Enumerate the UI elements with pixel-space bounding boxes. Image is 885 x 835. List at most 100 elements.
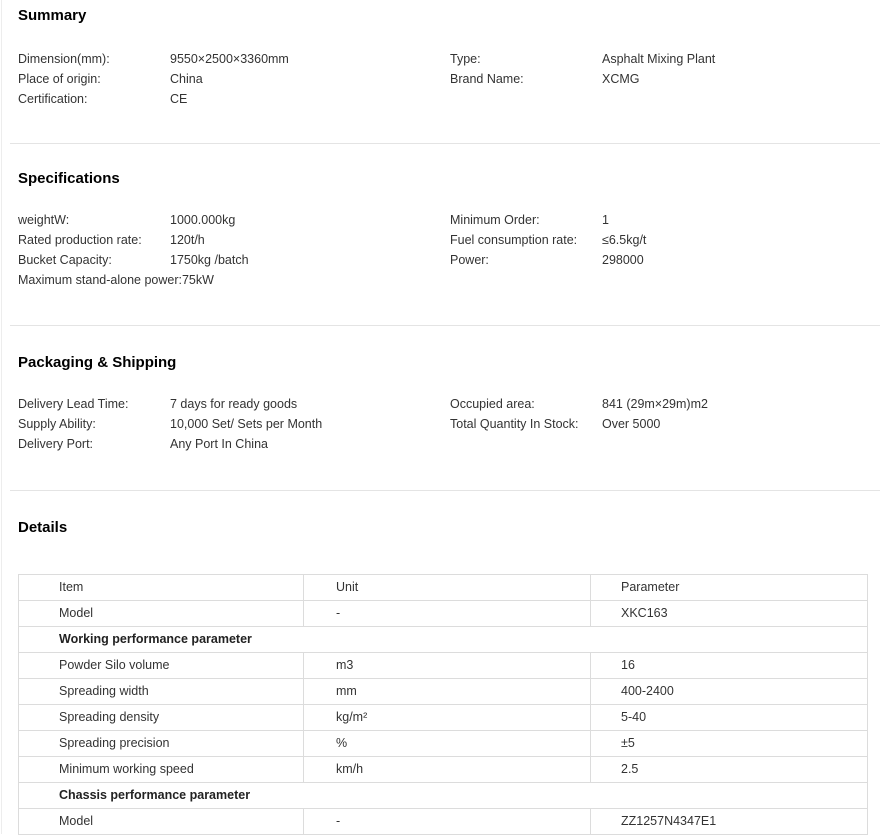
table-row: Spreading precision% ±5	[18, 730, 868, 757]
table-cell-item: Spreading density	[18, 704, 304, 731]
field-row: Total Quantity In Stock: Over 5000	[450, 414, 867, 434]
table-section-row: Chassis performance parameter	[18, 782, 868, 809]
field-row: Power: 298000	[450, 250, 867, 270]
field-label: Total Quantity In Stock:	[450, 417, 579, 431]
field-value: 1750kg /batch	[170, 253, 249, 267]
specifications-heading: Specifications	[18, 170, 120, 187]
field-label: Type:	[450, 52, 481, 66]
table-cell-parameter: 16	[590, 652, 868, 679]
details-table-body: Model - XKC163 Working performance paramete…	[18, 600, 868, 835]
details-heading: Details	[18, 519, 68, 536]
specifications-fields-left: weightW: 1000.000kg Rated production rate:…	[18, 210, 450, 290]
table-row: Spreading density kg/m² 5-40	[18, 704, 868, 731]
field-row: Type: Asphalt Mixing Plant	[450, 49, 867, 69]
table-row: Powder Silo volume m3 16	[18, 652, 868, 679]
table-cell-parameter: ±5	[590, 730, 868, 757]
table-row: Minimum working speed km/h 2.5	[18, 756, 868, 783]
field-value: 120t/h	[170, 233, 205, 247]
details-table: Item Unit Parameter Model - XKC163 Working …	[18, 574, 868, 835]
field-value: 298000	[602, 253, 644, 267]
summary-fields: Dimension(mm): 9550×2500×3360mm Place of o…	[18, 49, 867, 109]
table-cell-unit: -	[303, 600, 591, 627]
table-cell-parameter: 5-40	[590, 704, 868, 731]
field-label: Power:	[450, 253, 489, 267]
field-value: 9550×2500×3360mm	[170, 52, 289, 66]
specifications-fields: weightW: 1000.000kg Rated production rate:…	[18, 210, 867, 290]
field-label: Maximum stand-alone power:	[18, 273, 182, 287]
table-section-label: Working performance parameter	[18, 626, 868, 653]
section-divider	[10, 143, 880, 144]
packaging-fields-right: Occupied area: 841 (29m×29m)m2 Total Quant…	[450, 394, 867, 454]
packaging-fields-left: Delivery Lead Time: 7 days for ready good…	[18, 394, 450, 454]
field-row: weightW: 1000.000kg	[18, 210, 450, 230]
table-cell-item: Minimum working speed	[18, 756, 304, 783]
table-cell-unit: mm	[303, 678, 591, 705]
field-label: Supply Ability:	[18, 417, 96, 431]
table-cell-unit: %	[303, 730, 591, 757]
table-cell-unit: m3	[303, 652, 591, 679]
table-row: Spreading width mm 400-2400	[18, 678, 868, 705]
field-value: ≤6.5kg/t	[602, 233, 647, 247]
field-label: Delivery Port:	[18, 437, 94, 451]
table-cell-parameter: XKC163	[590, 600, 868, 627]
field-label: Delivery Lead Time:	[18, 397, 129, 411]
field-row: Rated production rate: 120t/h	[18, 230, 450, 250]
field-value: 7 days for ready goods	[170, 397, 298, 411]
field-label: Place of origin:	[18, 72, 101, 86]
table-cell-parameter: 2.5	[590, 756, 868, 783]
field-label: Dimension(mm):	[18, 52, 110, 66]
table-cell-item: Spreading precision	[18, 730, 304, 757]
field-row: Delivery Lead Time: 7 days for ready good…	[18, 394, 450, 414]
table-cell-parameter: ZZ1257N4347E1	[590, 808, 868, 835]
field-value: 1000.000kg	[170, 213, 236, 227]
table-section-label: Chassis performance parameter	[18, 782, 868, 809]
summary-heading: Summary	[18, 7, 87, 24]
table-cell-item: Powder Silo volume	[18, 652, 304, 679]
field-value: 1	[602, 213, 609, 227]
section-divider	[10, 490, 880, 491]
field-row: Certification: CE	[18, 89, 450, 109]
section-divider	[10, 325, 880, 326]
field-label: weightW:	[18, 213, 70, 227]
field-row: Maximum stand-alone power: 75kW	[18, 270, 450, 290]
field-row: Place of origin: China	[18, 69, 450, 89]
field-label: Certification:	[18, 92, 88, 106]
field-value: 841 (29m×29m)m2	[602, 397, 708, 411]
field-value: XCMG	[602, 72, 640, 86]
field-row: Occupied area: 841 (29m×29m)m2	[450, 394, 867, 414]
field-value: 75kW	[181, 273, 214, 287]
table-cell-unit: km/h	[303, 756, 591, 783]
table-header-row: Item Unit Parameter	[18, 574, 868, 601]
field-row: Brand Name: XCMG	[450, 69, 867, 89]
field-row: Supply Ability: 10,000 Set/ Sets per Mont…	[18, 414, 450, 434]
column-header-item: Item	[18, 574, 304, 601]
field-value: CE	[170, 92, 188, 106]
table-cell-unit: -	[303, 808, 591, 835]
table-cell-unit: kg/m²	[303, 704, 591, 731]
field-label: Rated production rate:	[18, 233, 142, 247]
table-cell-parameter: 400-2400	[590, 678, 868, 705]
field-label: Fuel consumption rate:	[450, 233, 578, 247]
column-header-parameter: Parameter	[590, 574, 868, 601]
field-label: Minimum Order:	[450, 213, 540, 227]
column-header-unit: Unit	[303, 574, 591, 601]
packaging-fields: Delivery Lead Time: 7 days for ready good…	[18, 394, 867, 454]
field-label: Occupied area:	[450, 397, 535, 411]
table-row: Model - ZZ1257N4347E1	[18, 808, 868, 835]
specifications-section: Specifications weightW: 1000.000kg Rated p…	[0, 144, 885, 325]
field-row: Fuel consumption rate: ≤6.5kg/t	[450, 230, 867, 250]
field-row: Dimension(mm): 9550×2500×3360mm	[18, 49, 450, 69]
field-value: China	[170, 72, 203, 86]
table-cell-item: Model	[18, 600, 304, 627]
field-value: Asphalt Mixing Plant	[602, 52, 716, 66]
field-value: Over 5000	[602, 417, 661, 431]
field-row: Minimum Order: 1	[450, 210, 867, 230]
details-section: Details Item Unit Parameter Model - XKC163…	[0, 491, 885, 835]
packaging-shipping-heading: Packaging & Shipping	[18, 354, 177, 371]
field-row: Bucket Capacity: 1750kg /batch	[18, 250, 450, 270]
summary-fields-right: Type: Asphalt Mixing Plant Brand Name: XCMG	[450, 49, 867, 109]
field-label: Brand Name:	[450, 72, 524, 86]
table-cell-item: Spreading width	[18, 678, 304, 705]
table-section-row: Working performance parameter	[18, 626, 868, 653]
table-row: Model - XKC163	[18, 600, 868, 627]
